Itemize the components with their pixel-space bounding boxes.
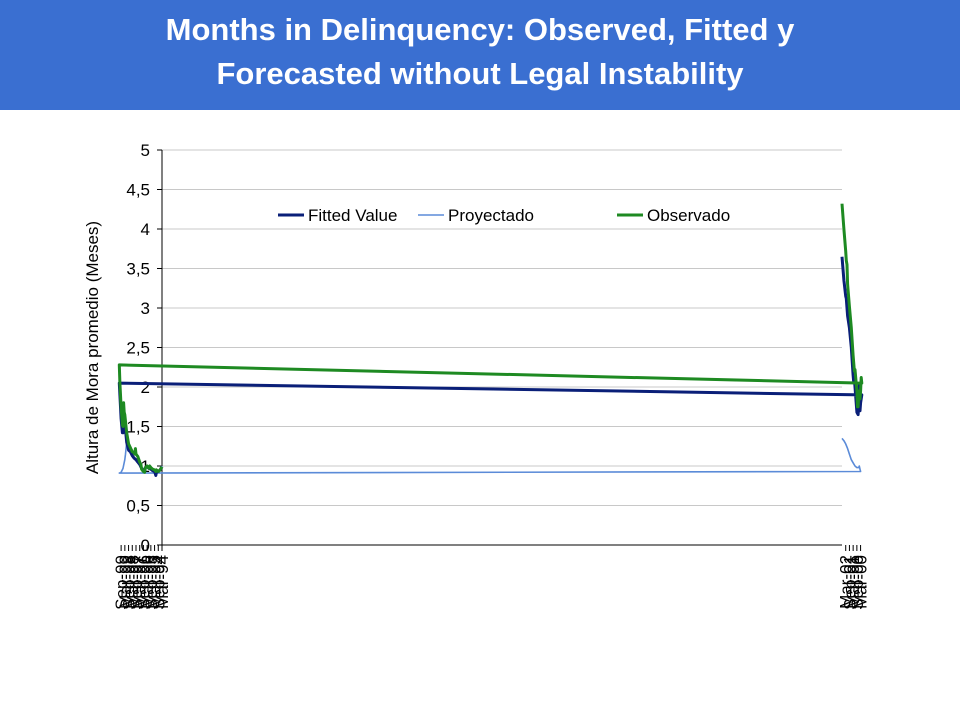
x-tick-label: Sep-96 bbox=[134, 555, 153, 610]
y-tick-label: 0 bbox=[141, 536, 150, 555]
x-tick-label: Sep-99 bbox=[112, 555, 131, 610]
series-lines bbox=[117, 203, 864, 477]
x-tick-label: Mar-00 bbox=[852, 555, 871, 609]
x-tick-label: Mar-94 bbox=[153, 555, 172, 609]
title-banner: Months in Delinquency: Observed, Fitted … bbox=[0, 0, 960, 110]
axes bbox=[120, 150, 862, 551]
y-tick-label: 3 bbox=[141, 299, 150, 318]
gridlines bbox=[157, 149, 842, 546]
y-tick-labels: 00,511,522,533,544,55 bbox=[126, 141, 150, 555]
x-tick-label: Sep-00 bbox=[848, 555, 867, 610]
series-line-proyectado bbox=[118, 437, 862, 477]
legend-label: Observado bbox=[647, 206, 730, 225]
y-tick-label: 2 bbox=[141, 378, 150, 397]
legend: Fitted Value Proyectado Observado bbox=[278, 206, 730, 225]
chart-title-line-1: Months in Delinquency: Observed, Fitted … bbox=[165, 12, 795, 47]
y-tick-label: 3,5 bbox=[126, 260, 150, 279]
series-line-fitted-value bbox=[117, 256, 864, 477]
y-tick-label: 0,5 bbox=[126, 497, 150, 516]
x-tick-label: Mar-01 bbox=[844, 555, 863, 609]
x-tick-label: Mar-95 bbox=[146, 555, 165, 609]
y-tick-label: 1,5 bbox=[126, 418, 150, 437]
x-tick-label: Sep-01 bbox=[840, 555, 859, 610]
y-tick-label: 4 bbox=[141, 220, 150, 239]
y-tick-label: 5 bbox=[141, 141, 150, 160]
x-tick-label: Mar-02 bbox=[837, 555, 856, 609]
y-tick-label: 2,5 bbox=[126, 339, 150, 358]
y-tick-label: 4,5 bbox=[126, 181, 150, 200]
chart-title-line-2: Forecasted without Legal Instability bbox=[216, 56, 744, 91]
x-tick-label: Sep-97 bbox=[127, 555, 146, 610]
x-tick-label: Mar-97 bbox=[131, 555, 150, 609]
x-tick-label: Sep-98 bbox=[120, 555, 139, 610]
y-axis-label: Altura de Mora promedio (Meses) bbox=[83, 221, 102, 474]
x-tick-label: Mar-96 bbox=[138, 555, 157, 609]
x-tick-label: Mar-98 bbox=[123, 555, 142, 609]
x-tick-label: Sep-94 bbox=[149, 555, 168, 610]
x-tick-label: Mar-99 bbox=[116, 555, 135, 609]
series-line-observado bbox=[117, 203, 864, 474]
x-tick-label: Sep-95 bbox=[142, 555, 161, 610]
x-tick-labels: Mar-94Sep-94Mar-95Sep-95Mar-96Sep-96Mar-… bbox=[112, 555, 870, 610]
legend-label: Proyectado bbox=[448, 206, 534, 225]
legend-label: Fitted Value bbox=[308, 206, 397, 225]
